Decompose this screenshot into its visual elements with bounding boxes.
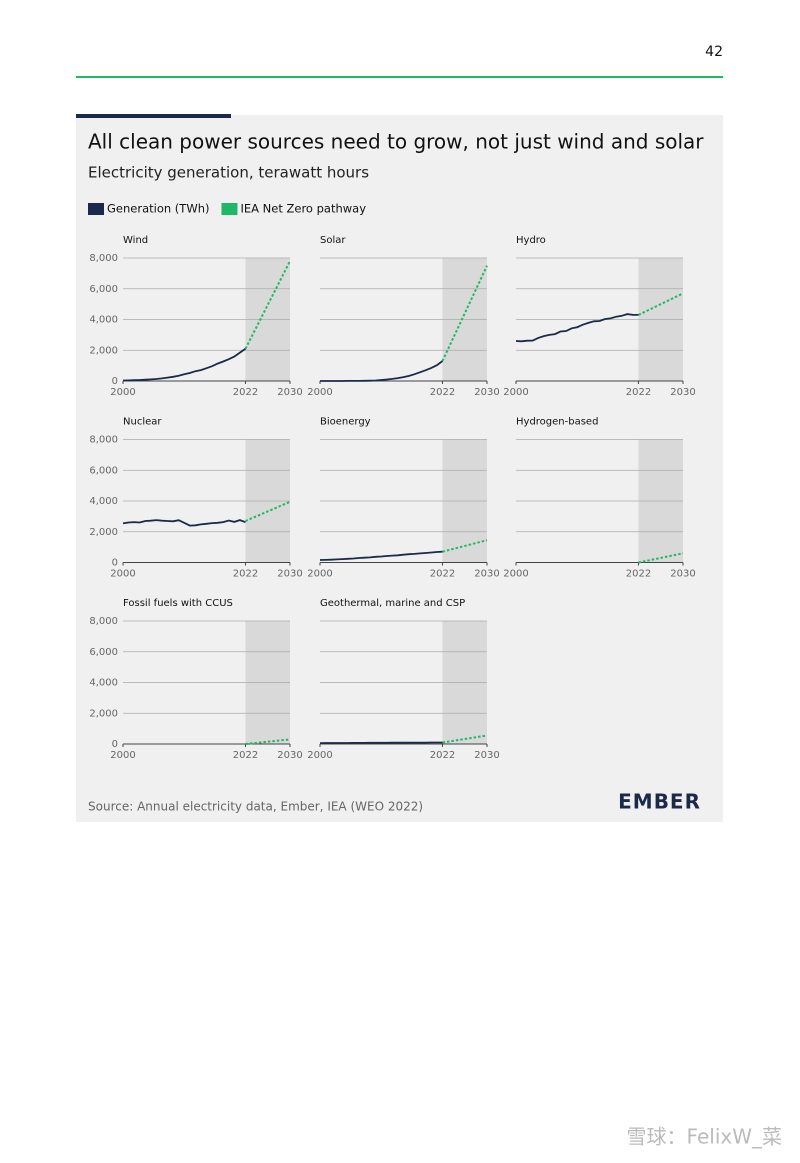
watermark: 雪球：FelixW_菜 (627, 1125, 782, 1149)
panel-title: Bioenergy (320, 417, 371, 428)
card-accent (76, 114, 231, 118)
panel-title: Nuclear (123, 417, 162, 428)
chart-card (76, 115, 723, 822)
x-tick-label: 2000 (110, 387, 135, 398)
x-tick-label: 2022 (233, 750, 258, 761)
panel-title: Fossil fuels with CCUS (123, 598, 233, 609)
x-tick-label: 2022 (430, 387, 455, 398)
source-note: Source: Annual electricity data, Ember, … (88, 800, 423, 814)
x-tick-label: 2030 (474, 569, 499, 580)
x-tick-label: 2030 (277, 569, 302, 580)
y-tick-label: 2,000 (89, 527, 118, 538)
x-tick-label: 2030 (474, 387, 499, 398)
generation-line (515, 313, 639, 343)
pathway-line (245, 500, 291, 522)
panel-title: Hydrogen-based (516, 417, 598, 428)
x-tick-label: 2022 (626, 387, 651, 398)
x-tick-label: 2030 (277, 750, 302, 761)
generation-line (122, 519, 246, 527)
page-number: 42 (705, 44, 723, 60)
legend-swatch (221, 203, 238, 215)
x-tick-label: 2030 (474, 750, 499, 761)
x-tick-label: 2000 (110, 750, 135, 761)
x-tick-label: 2022 (430, 750, 455, 761)
y-tick-label: 8,000 (89, 435, 118, 446)
x-tick-label: 2030 (670, 569, 695, 580)
generation-line (122, 347, 247, 382)
generation-line (319, 741, 443, 744)
y-tick-label: 8,000 (89, 616, 118, 627)
panel-title: Geothermal, marine and CSP (320, 598, 465, 609)
y-tick-label: 4,000 (89, 315, 118, 326)
generation-line (320, 360, 444, 382)
panel-title: Hydro (516, 235, 546, 246)
x-tick-label: 2030 (670, 387, 695, 398)
chart-title: All clean power sources need to grow, no… (88, 130, 704, 154)
x-tick-label: 2022 (626, 569, 651, 580)
panel-title: Solar (320, 235, 346, 246)
y-tick-label: 6,000 (89, 647, 118, 658)
y-tick-label: 6,000 (89, 284, 118, 295)
chart-subtitle: Electricity generation, terawatt hours (88, 164, 369, 182)
pathway-line (638, 552, 684, 564)
x-tick-label: 2022 (233, 387, 258, 398)
legend: Generation (TWh) IEA Net Zero pathway (88, 202, 366, 216)
pathway-line (442, 734, 488, 744)
x-tick-label: 2030 (277, 387, 302, 398)
x-tick-label: 2000 (307, 569, 332, 580)
y-tick-label: 0 (112, 376, 118, 387)
y-tick-label: 8,000 (89, 253, 118, 264)
x-tick-label: 2000 (307, 750, 332, 761)
x-tick-label: 2022 (430, 569, 455, 580)
y-tick-label: 4,000 (89, 678, 118, 689)
x-tick-label: 2000 (110, 569, 135, 580)
pathway-line (441, 265, 488, 362)
y-tick-label: 0 (112, 558, 118, 569)
pathway-line (442, 539, 488, 553)
legend-swatch (88, 203, 104, 215)
x-tick-label: 2022 (233, 569, 258, 580)
y-tick-label: 4,000 (89, 496, 118, 507)
panel-title: Wind (123, 235, 148, 246)
y-tick-label: 0 (112, 739, 118, 750)
x-tick-label: 2000 (503, 387, 528, 398)
legend-label: Generation (TWh) (107, 202, 209, 216)
y-tick-label: 6,000 (89, 465, 118, 476)
y-tick-label: 2,000 (89, 708, 118, 719)
pathway-line (638, 292, 684, 316)
x-tick-label: 2000 (307, 387, 332, 398)
pathway-line (244, 260, 291, 350)
generation-line (319, 550, 443, 561)
legend-label: IEA Net Zero pathway (240, 202, 366, 216)
logo: EMBER (618, 790, 701, 814)
pathway-line (245, 738, 291, 745)
y-tick-label: 2,000 (89, 345, 118, 356)
x-tick-label: 2000 (503, 569, 528, 580)
